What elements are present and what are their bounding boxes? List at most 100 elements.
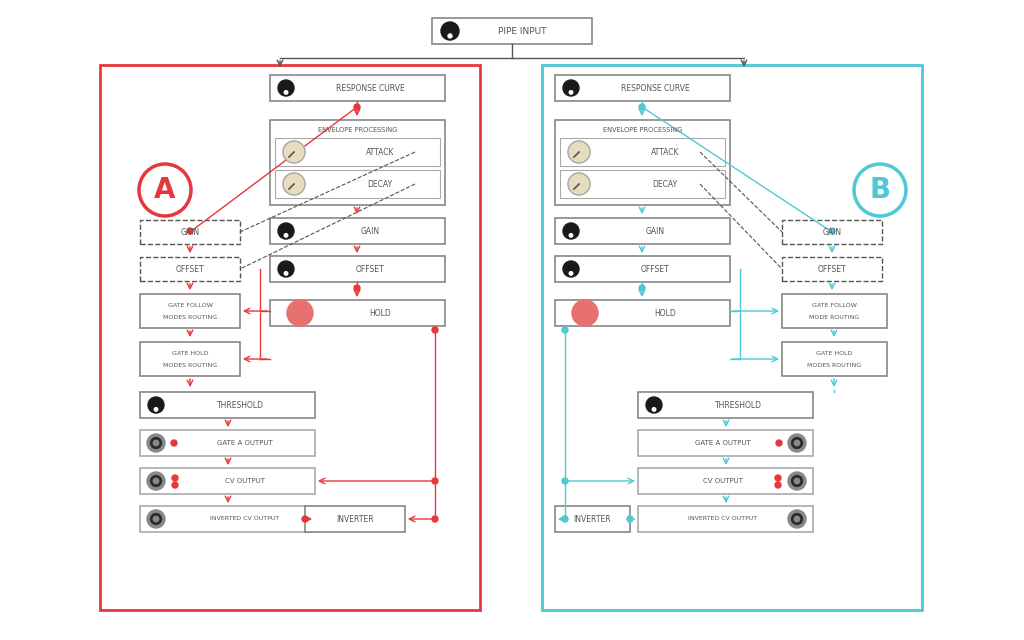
FancyBboxPatch shape	[638, 506, 813, 532]
Circle shape	[171, 440, 177, 446]
Circle shape	[285, 91, 288, 94]
Circle shape	[354, 104, 360, 110]
Circle shape	[652, 408, 655, 411]
Circle shape	[562, 478, 568, 484]
Text: ENVELOPE PROCESSING: ENVELOPE PROCESSING	[318, 127, 397, 133]
Text: INVERTED CV OUTPUT: INVERTED CV OUTPUT	[211, 516, 280, 522]
Text: GAIN: GAIN	[822, 227, 842, 237]
Circle shape	[829, 228, 835, 234]
Text: RESPONSE CURVE: RESPONSE CURVE	[621, 83, 689, 93]
Text: INVERTER: INVERTER	[336, 515, 374, 524]
Circle shape	[285, 271, 288, 275]
Circle shape	[639, 104, 645, 110]
Text: ATTACK: ATTACK	[650, 147, 679, 157]
Circle shape	[302, 516, 308, 522]
Text: GATE FOLLOW: GATE FOLLOW	[168, 303, 212, 307]
Circle shape	[788, 472, 806, 490]
FancyBboxPatch shape	[782, 342, 887, 376]
Text: ATTACK: ATTACK	[366, 147, 394, 157]
FancyBboxPatch shape	[555, 120, 730, 205]
Circle shape	[154, 516, 159, 522]
Circle shape	[432, 516, 438, 522]
FancyBboxPatch shape	[782, 257, 882, 281]
FancyBboxPatch shape	[555, 256, 730, 282]
Circle shape	[792, 513, 803, 524]
Text: INVERTER: INVERTER	[573, 515, 610, 524]
FancyBboxPatch shape	[270, 256, 445, 282]
Text: INVERTED CV OUTPUT: INVERTED CV OUTPUT	[688, 516, 758, 522]
FancyBboxPatch shape	[270, 218, 445, 244]
Circle shape	[147, 472, 165, 490]
Circle shape	[792, 438, 803, 449]
Circle shape	[639, 285, 645, 291]
Circle shape	[278, 223, 294, 239]
Text: MODES ROUTING: MODES ROUTING	[163, 314, 217, 319]
FancyBboxPatch shape	[638, 392, 813, 418]
Text: RESPONSE CURVE: RESPONSE CURVE	[336, 83, 404, 93]
FancyBboxPatch shape	[782, 294, 887, 328]
Circle shape	[283, 173, 305, 195]
FancyBboxPatch shape	[555, 506, 630, 532]
FancyBboxPatch shape	[140, 342, 240, 376]
Circle shape	[151, 476, 162, 486]
Circle shape	[568, 173, 590, 195]
Text: B: B	[869, 176, 891, 204]
FancyBboxPatch shape	[555, 300, 730, 326]
FancyBboxPatch shape	[140, 430, 315, 456]
Circle shape	[569, 91, 572, 94]
Circle shape	[449, 34, 452, 38]
Text: GATE A OUTPUT: GATE A OUTPUT	[695, 440, 751, 446]
Circle shape	[776, 440, 782, 446]
FancyBboxPatch shape	[270, 300, 445, 326]
Circle shape	[172, 475, 178, 481]
Circle shape	[154, 478, 159, 484]
FancyBboxPatch shape	[140, 220, 240, 244]
Circle shape	[154, 440, 159, 445]
Circle shape	[627, 516, 633, 522]
Circle shape	[563, 80, 579, 96]
FancyBboxPatch shape	[140, 506, 315, 532]
Text: GAIN: GAIN	[180, 227, 200, 237]
FancyBboxPatch shape	[275, 138, 440, 166]
FancyBboxPatch shape	[555, 218, 730, 244]
Circle shape	[155, 408, 158, 411]
Circle shape	[278, 80, 294, 96]
Circle shape	[795, 516, 800, 522]
Circle shape	[563, 223, 579, 239]
Circle shape	[775, 475, 781, 481]
Text: DECAY: DECAY	[652, 179, 678, 189]
Circle shape	[278, 261, 294, 277]
Circle shape	[646, 397, 662, 413]
Circle shape	[795, 440, 800, 445]
FancyBboxPatch shape	[638, 430, 813, 456]
Text: ENVELOPE PROCESSING: ENVELOPE PROCESSING	[603, 127, 683, 133]
Text: MODES ROUTING: MODES ROUTING	[807, 362, 861, 367]
Text: THRESHOLD: THRESHOLD	[715, 401, 762, 410]
Text: PIPE INPUT: PIPE INPUT	[498, 26, 546, 35]
Circle shape	[795, 478, 800, 484]
Text: OFFSET: OFFSET	[176, 264, 205, 273]
Text: MODE ROUTING: MODE ROUTING	[809, 314, 859, 319]
FancyBboxPatch shape	[140, 257, 240, 281]
Text: CV OUTPUT: CV OUTPUT	[225, 478, 265, 484]
FancyBboxPatch shape	[560, 170, 725, 198]
Circle shape	[572, 300, 598, 326]
Text: A: A	[155, 176, 176, 204]
FancyBboxPatch shape	[140, 294, 240, 328]
FancyBboxPatch shape	[100, 65, 480, 610]
Circle shape	[788, 434, 806, 452]
FancyBboxPatch shape	[560, 138, 725, 166]
Circle shape	[287, 300, 313, 326]
Circle shape	[148, 397, 164, 413]
Circle shape	[285, 234, 288, 237]
FancyBboxPatch shape	[140, 392, 315, 418]
Text: HOLD: HOLD	[654, 308, 676, 317]
Circle shape	[147, 510, 165, 528]
Circle shape	[775, 482, 781, 488]
Text: GATE HOLD: GATE HOLD	[172, 351, 208, 355]
Circle shape	[569, 271, 572, 275]
Circle shape	[562, 327, 568, 333]
Circle shape	[151, 513, 162, 524]
Text: GAIN: GAIN	[645, 227, 665, 236]
FancyBboxPatch shape	[782, 220, 882, 244]
